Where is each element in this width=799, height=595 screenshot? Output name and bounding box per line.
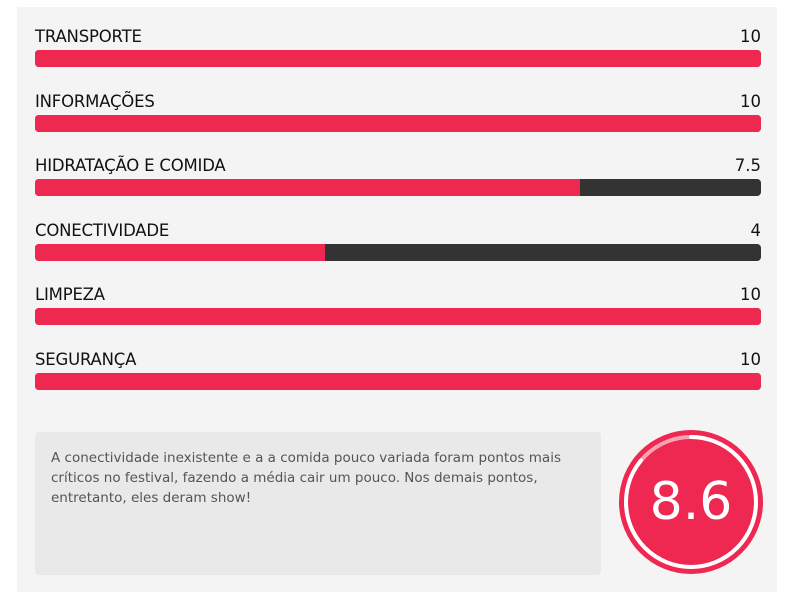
rating-row-head: TRANSPORTE 10 bbox=[35, 25, 761, 49]
rating-bar bbox=[35, 50, 761, 67]
rating-row-head: INFORMAÇÕES 10 bbox=[35, 90, 761, 114]
rating-row-informacoes: INFORMAÇÕES 10 bbox=[35, 90, 761, 155]
score-circle bbox=[619, 430, 763, 574]
rating-bar-fill bbox=[35, 50, 761, 67]
rating-bar-fill bbox=[35, 372, 761, 390]
rating-bar bbox=[35, 243, 761, 261]
score-value: 8.6 bbox=[649, 472, 733, 532]
rating-bar-fill bbox=[35, 179, 580, 197]
rating-label: TRANSPORTE bbox=[35, 27, 142, 46]
rating-row-seguranca: SEGURANÇA 10 bbox=[35, 348, 761, 413]
rating-label: HIDRATAÇÃO E COMIDA bbox=[35, 156, 226, 176]
rating-label: SEGURANÇA bbox=[35, 349, 137, 369]
rating-bar bbox=[35, 308, 761, 326]
rating-value: 10 bbox=[740, 285, 761, 305]
rating-row-limpeza: LIMPEZA 10 bbox=[35, 283, 761, 348]
rating-value: 7.5 bbox=[734, 156, 761, 176]
rating-list: TRANSPORTE 10 INFORMAÇÕES 10 HIDRATAÇÃO … bbox=[35, 25, 761, 413]
rating-row-transporte: TRANSPORTE 10 bbox=[35, 25, 761, 90]
rating-value: 4 bbox=[750, 220, 762, 240]
rating-row-head: CONECTIVIDADE 4 bbox=[35, 219, 761, 243]
rating-label: LIMPEZA bbox=[35, 285, 105, 305]
rating-row-head: LIMPEZA 10 bbox=[35, 283, 761, 307]
rating-value: 10 bbox=[740, 349, 761, 369]
summary-text: A conectividade inexistente e a a comida… bbox=[51, 450, 561, 506]
rating-label: INFORMAÇÕES bbox=[35, 91, 155, 111]
score-circle-bg bbox=[619, 430, 763, 574]
rating-row-head: SEGURANÇA 10 bbox=[35, 348, 761, 372]
rating-label: CONECTIVIDADE bbox=[35, 220, 170, 240]
rating-row-hidratacao-e-comida: HIDRATAÇÃO E COMIDA 7.5 bbox=[35, 154, 761, 219]
summary-box: A conectividade inexistente e a a comida… bbox=[35, 432, 601, 575]
rating-row-conectividade: CONECTIVIDADE 4 bbox=[35, 219, 761, 284]
rating-value: 10 bbox=[740, 27, 761, 46]
rating-bar bbox=[35, 114, 761, 132]
rating-bar-fill bbox=[35, 243, 326, 261]
score-ring-progress bbox=[624, 435, 758, 569]
rating-bar bbox=[35, 179, 761, 197]
overall-score-badge: 8.6 bbox=[617, 428, 765, 576]
rating-value: 10 bbox=[740, 91, 761, 111]
rating-row-head: HIDRATAÇÃO E COMIDA 7.5 bbox=[35, 154, 761, 178]
rating-bar bbox=[35, 372, 761, 390]
rating-bar-fill bbox=[35, 308, 761, 326]
rating-bar-fill bbox=[35, 114, 761, 132]
review-panel: TRANSPORTE 10 INFORMAÇÕES 10 HIDRATAÇÃO … bbox=[17, 7, 777, 592]
